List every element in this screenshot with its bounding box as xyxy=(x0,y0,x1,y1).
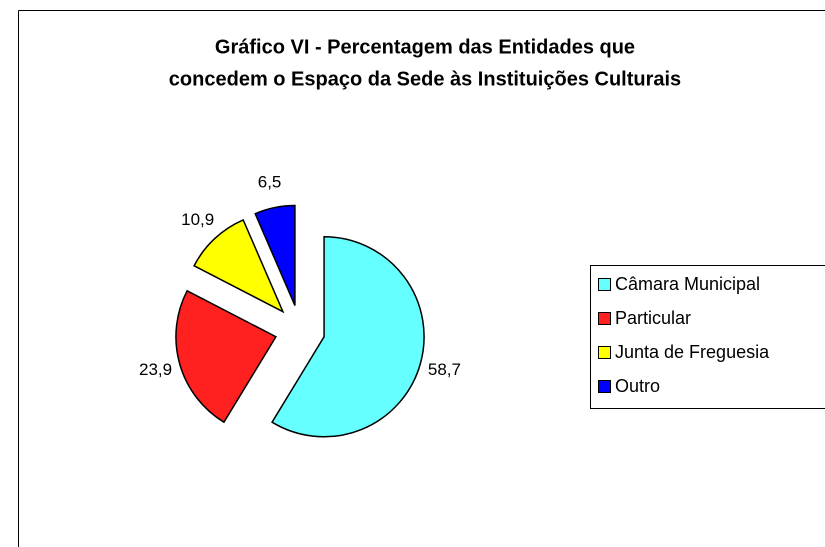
legend-box xyxy=(590,265,825,409)
data-label: 6,5 xyxy=(258,173,282,192)
data-label: 10,9 xyxy=(181,210,214,229)
legend-swatch xyxy=(598,346,611,359)
chart-title: concedem o Espaço da Sede às Instituiçõe… xyxy=(169,68,681,90)
pie-slice xyxy=(271,235,425,438)
pie-slice xyxy=(175,289,277,424)
pie-slice xyxy=(193,218,285,314)
legend-swatch xyxy=(598,380,611,393)
legend-label: Particular xyxy=(615,308,691,328)
legend-label: Outro xyxy=(615,376,660,396)
legend-label: Junta de Freguesia xyxy=(615,342,770,362)
legend-label: Câmara Municipal xyxy=(615,274,760,294)
data-label: 58,7 xyxy=(428,360,461,379)
legend-swatch xyxy=(598,312,611,325)
data-label: 23,9 xyxy=(139,360,172,379)
pie-slice xyxy=(254,204,296,306)
chart-title: Gráfico VI - Percentagem das Entidades q… xyxy=(215,36,635,58)
legend-swatch xyxy=(598,278,611,291)
